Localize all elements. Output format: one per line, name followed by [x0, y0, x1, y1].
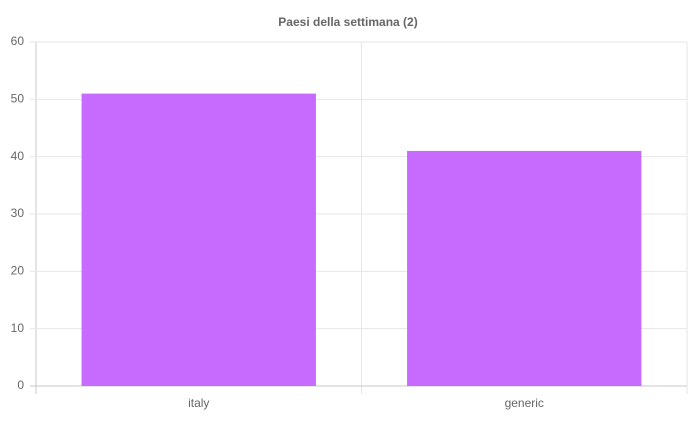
y-tick-label: 60	[11, 34, 25, 48]
y-tick-label: 50	[11, 92, 25, 106]
y-tick-label: 40	[11, 149, 25, 163]
bar	[81, 93, 316, 386]
chart-title: Paesi della settimana (2)	[278, 15, 417, 29]
y-tick-label: 20	[11, 264, 25, 278]
y-tick-label: 30	[11, 206, 25, 220]
x-tick-label: italy	[188, 396, 209, 410]
y-tick-label: 0	[17, 378, 24, 392]
y-tick-label: 10	[11, 321, 25, 335]
bar	[407, 150, 642, 386]
x-tick-label: generic	[505, 396, 544, 410]
